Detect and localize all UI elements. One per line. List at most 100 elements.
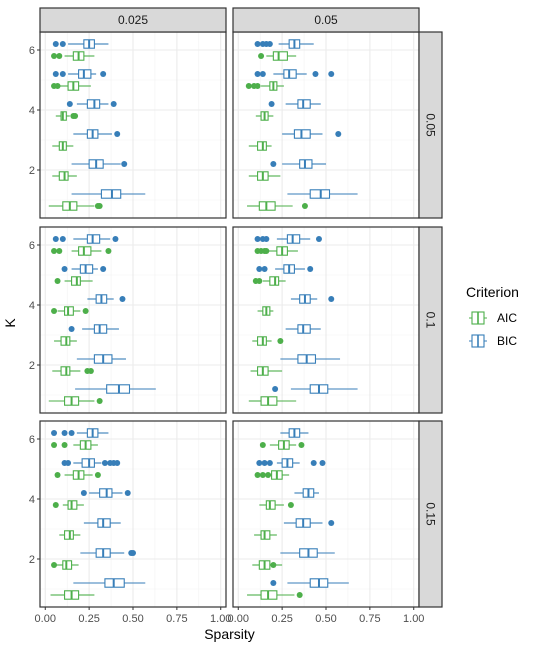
outlier-point <box>266 460 273 466</box>
boxplot-aic <box>248 171 281 181</box>
outlier-point <box>52 41 59 47</box>
boxplot-aic <box>52 141 74 151</box>
outlier-point <box>87 368 94 374</box>
y-tick-label: 2 <box>29 360 35 372</box>
outlier-point <box>301 203 308 209</box>
outlier-point <box>130 550 136 556</box>
boxplot-aic <box>255 111 274 121</box>
outlier-point <box>266 41 273 47</box>
outlier-point <box>256 278 263 284</box>
x-tick-label: 0.00 <box>35 613 56 625</box>
boxplot-bic <box>280 548 335 558</box>
outlier-point <box>277 338 284 344</box>
outlier-point <box>94 472 101 478</box>
boxplot-aic <box>55 111 79 121</box>
outlier-point <box>59 41 66 47</box>
facet-panel <box>39 420 227 608</box>
boxplot-aic <box>54 470 101 480</box>
boxplot-bic <box>282 129 342 139</box>
outlier-point <box>56 248 63 254</box>
strips-layer: 0.025 0.05 0.05 0.1 0.15 <box>39 7 443 608</box>
outlier-point <box>61 430 68 436</box>
outlier-point <box>56 53 63 59</box>
x-axis-title: Sparsity <box>204 626 255 642</box>
boxplot-aic <box>259 440 305 450</box>
outlier-point <box>319 460 326 466</box>
facet-strip-right-label: 0.15 <box>424 502 438 526</box>
outlier-point <box>254 472 261 478</box>
boxplot-aic <box>252 276 286 286</box>
boxplot-bic <box>80 548 136 558</box>
boxplot-aic <box>254 470 290 480</box>
x-tick-label: 0.50 <box>122 613 143 625</box>
boxplot-bic <box>87 294 126 304</box>
box-iqr <box>272 51 288 61</box>
facet-strip-right <box>418 226 443 414</box>
outlier-point <box>270 580 277 586</box>
legend-key-bic <box>469 334 487 348</box>
outlier-point <box>272 386 279 392</box>
outlier-point <box>105 248 112 254</box>
outlier-point <box>52 236 59 242</box>
outlier-point <box>51 562 58 568</box>
outlier-point <box>259 472 266 478</box>
boxplot-aic <box>51 81 91 91</box>
boxplot-aic <box>59 530 81 540</box>
boxplot-aic <box>248 396 297 406</box>
boxplot-aic <box>54 276 93 286</box>
outlier-point <box>52 502 59 508</box>
facet-strip-right-label: 0.05 <box>424 113 438 137</box>
outlier-point <box>245 83 252 89</box>
facet-panel <box>232 226 420 414</box>
boxplot-aic <box>48 396 103 406</box>
y-axis-title: K <box>2 318 18 328</box>
outlier-point <box>265 472 272 478</box>
outlier-point <box>312 71 319 77</box>
outlier-point <box>270 562 277 568</box>
boxplot-aic <box>247 590 303 600</box>
boxplot-bic <box>285 324 321 334</box>
outlier-point <box>310 460 317 466</box>
facet-panel <box>39 31 227 219</box>
boxplot-aic <box>51 51 95 61</box>
outlier-point <box>100 266 107 272</box>
boxplot-bic <box>51 428 109 438</box>
outlier-point <box>72 113 79 119</box>
y-tick-label: 6 <box>29 434 35 446</box>
boxplot-aic <box>50 590 95 600</box>
outlier-point <box>287 502 294 508</box>
boxplot-aic <box>254 530 277 540</box>
outlier-point <box>328 520 335 526</box>
boxplot-bic <box>270 578 349 588</box>
facet-panel <box>232 420 420 608</box>
outlier-point <box>263 248 270 254</box>
y-tick-label: 6 <box>29 45 35 57</box>
outlier-point <box>96 203 103 209</box>
x-tick-label: 1.00 <box>403 613 424 625</box>
boxplot-bic <box>52 234 119 244</box>
boxplot-bic <box>256 458 326 468</box>
boxplot-aic <box>254 246 298 256</box>
y-tick-label: 4 <box>29 494 35 506</box>
boxplot-aic <box>51 560 79 570</box>
boxplot-bic <box>61 264 107 274</box>
legend-label-bic: BIC <box>497 334 517 348</box>
boxplot-aic <box>52 500 84 510</box>
outlier-point <box>298 442 305 448</box>
legend-label-aic: AIC <box>497 311 517 325</box>
boxplot-aic <box>259 500 294 510</box>
boxplot-aic <box>48 201 103 211</box>
outlier-point <box>258 53 265 59</box>
outlier-point <box>54 278 61 284</box>
facet-strip-top <box>232 7 420 33</box>
outlier-point <box>261 266 268 272</box>
boxplot-bic <box>254 234 322 244</box>
outlier-point <box>270 161 277 167</box>
facet-strip-top-label: 0.05 <box>314 13 338 27</box>
outlier-point <box>65 460 72 466</box>
outlier-point <box>51 308 58 314</box>
facet-strip-top <box>39 7 227 33</box>
x-tick-label: 0.00 <box>228 613 249 625</box>
